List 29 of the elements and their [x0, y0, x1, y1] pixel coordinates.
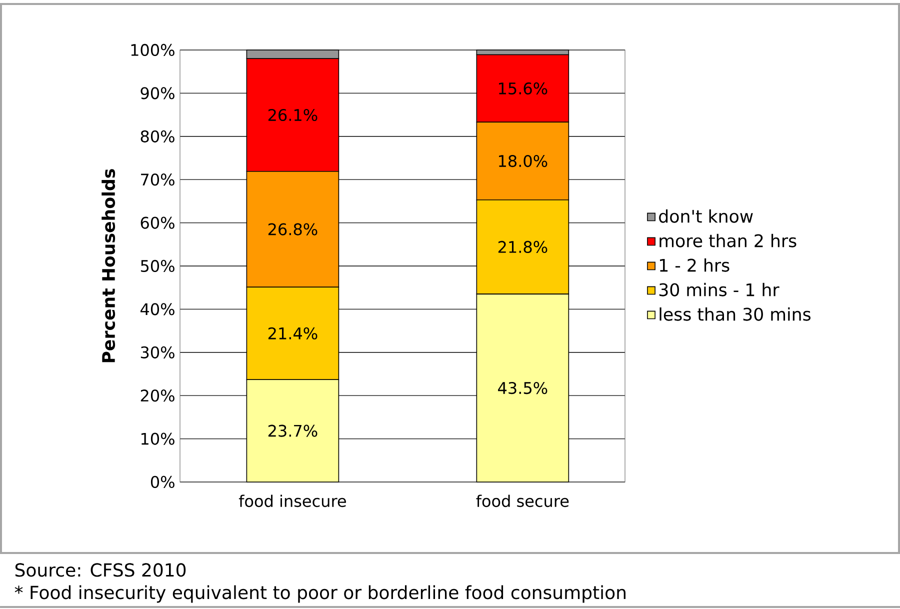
y-tick-label: 20%	[140, 390, 174, 402]
legend-label: 30 mins - 1 hr	[659, 282, 780, 296]
y-tick-label: 40%	[140, 303, 174, 316]
y-tick-label: 60%	[140, 216, 174, 229]
legend-label: less than 30 mins	[660, 307, 810, 321]
y-axis-title: Percent Households	[102, 169, 116, 362]
data-label: 26.8%	[268, 223, 318, 236]
data-label: 23.7%	[268, 424, 318, 437]
y-tick-label: 100%	[131, 44, 174, 56]
data-label: 21.4%	[268, 327, 318, 340]
data-label: 21.8%	[498, 240, 548, 254]
data-label: 26.1%	[268, 108, 318, 122]
legend-label: 1 - 2 hrs	[660, 258, 730, 272]
x-tick-label: food insecure	[238, 494, 346, 508]
data-label: 15.6%	[499, 82, 548, 94]
y-tick-label: 30%	[140, 346, 174, 358]
y-tick-label: 90%	[140, 87, 174, 100]
y-tick-label: 80%	[140, 130, 174, 142]
y-tick-label: 0%	[150, 476, 174, 488]
y-tick-label: 70%	[141, 174, 174, 186]
legend-label: don't know	[659, 209, 753, 223]
x-tick-label: food secure	[476, 494, 569, 508]
y-tick-label: 10%	[141, 432, 174, 445]
text: * Food insecurity equivalent to poor or borderline food consumption	[14, 585, 626, 603]
y-tick-label: 50%	[140, 260, 174, 272]
data-label: 18.0%	[499, 154, 548, 168]
source-note: Source: CFSS 2010	[15, 563, 186, 577]
data-label: 43.5%	[498, 382, 548, 394]
legend-label: more than 2 hrs	[660, 234, 796, 248]
